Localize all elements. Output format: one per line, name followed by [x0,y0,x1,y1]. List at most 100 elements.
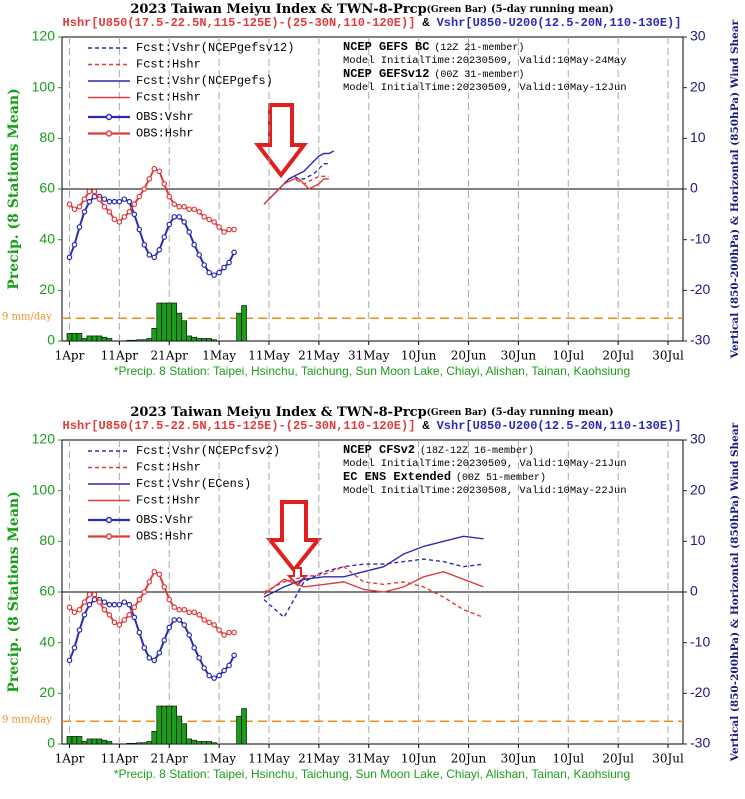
precip-bar [196,338,202,342]
model-members: (00Z 51-member) [456,472,546,484]
series-marker [206,672,212,679]
model-title: NCEP CFSv2 [343,443,415,457]
series-marker [221,632,227,638]
series-marker [181,219,188,225]
series-marker [196,209,202,215]
series-marker [221,264,227,271]
legend-label: OBS:Hshr [136,530,194,544]
subtitle-vshr: Vshr[U850-U200(12.5-20N,110-130E)] [437,419,682,433]
subtitle: Hshr[U850(17.5-22.5N,115-125E)-(25-30N,1… [63,419,682,433]
series-marker [116,601,123,608]
x-tick-label: 30Jun [501,752,537,766]
precip-bar [206,741,212,745]
y-tick-label: 100 [32,78,56,94]
series-marker [176,606,183,613]
y2-axis-label: Vertical (850-200hPa) & Horizontal (850h… [729,19,741,359]
series-marker [111,216,118,223]
model-title: EC ENS Extended [343,470,451,484]
x-tick-label: 10Jul [552,752,584,766]
y2-tick-label: -30 [690,332,710,348]
precip-bar [241,305,247,342]
series-marker [151,657,158,664]
precip-bar [106,338,113,342]
series-marker [166,596,173,603]
series-line [263,535,484,598]
x-tick-label: 30Jun [501,349,537,363]
y2-axis-label: Vertical (850-200hPa) & Horizontal (850h… [729,422,741,762]
y-tick-label: 80 [39,532,55,548]
subtitle: Hshr[U850(17.5-22.5N,115-125E)-(25-30N,1… [63,16,682,30]
legend-marker [105,516,113,524]
series-marker [71,609,78,616]
series-marker [141,589,148,595]
legend-label: OBS:Hshr [136,127,194,141]
x-tick-label: 10Jul [552,349,584,363]
legend-label: Fcst:Hshr [136,91,201,105]
precip-bar [71,736,78,745]
series-marker [101,606,108,613]
precip-bar [106,741,113,745]
series-marker [121,196,128,202]
series-marker [121,617,128,623]
series-marker [101,203,108,210]
precip-bar [181,723,187,745]
precip-bar [176,715,183,745]
series-marker [156,247,163,253]
series-marker [121,599,128,605]
series-marker [211,675,217,681]
subtitle-hshr: Hshr[U850(17.5-22.5N,115-125E)-(25-30N,1… [63,419,416,433]
x-tick-label: 11May [248,752,290,766]
series-marker [151,165,158,172]
series-marker [146,655,153,661]
series-marker [221,229,227,235]
series-marker [86,198,93,205]
y-tick-label: 60 [39,583,55,599]
precip-bar [166,302,173,342]
series-marker [86,601,93,608]
series-marker [156,571,163,578]
x-tick-label: 11Apr [101,349,139,363]
y2-tick-label: -20 [690,684,710,700]
series-marker [66,604,73,611]
precip-bar [191,336,197,342]
precip-bar [236,715,242,745]
model-name: NCEP GEFSv12 (00Z 31-member) [343,67,524,81]
title-suffix: (5-day running mean) [491,407,614,418]
model-info: Model InitialTime:20230509, Valid:10May-… [343,458,627,470]
y-tick-label: 20 [39,281,55,297]
precip-bar [236,312,242,342]
precip-bar [141,742,148,745]
series-marker [191,644,197,651]
y-tick-label: 0 [47,332,55,348]
series-marker [146,176,153,182]
series-marker [146,252,153,258]
legend-label: Fcst:Hshr [136,58,201,72]
legend-label: OBS:Vshr [136,110,194,124]
precip-bar [156,705,163,745]
series-marker [176,214,183,220]
series-marker [151,254,158,261]
threshold-label: 9 mm/day [2,312,52,323]
subtitle-vshr: Vshr[U850-U200(12.5-20N,110-130E)] [437,16,682,30]
x-tick-label: 21May [298,752,340,766]
precip-bar [91,738,98,745]
x-tick-label: 30Jul [652,349,684,363]
precip-bar [146,741,153,745]
precip-bar [206,338,212,342]
x-tick-label: 31May [348,752,390,766]
x-tick-label: 21Apr [151,752,189,766]
series-marker [216,269,222,276]
series-marker [181,203,188,210]
series-marker [211,272,217,278]
series-marker [106,611,113,618]
series-marker [201,617,207,623]
precip-bar [171,705,178,745]
series-marker [231,249,237,256]
legend-label: OBS:Vshr [136,513,194,527]
series-marker [86,591,93,598]
precip-bar [186,335,192,342]
precip-bar [186,738,192,745]
model-name: NCEP GEFS BC (12Z 21-member) [343,40,524,54]
precip-bar [66,333,73,342]
title-main: 2023 Taiwan Meiyu Index & TWN-8-Prcp [130,2,426,17]
